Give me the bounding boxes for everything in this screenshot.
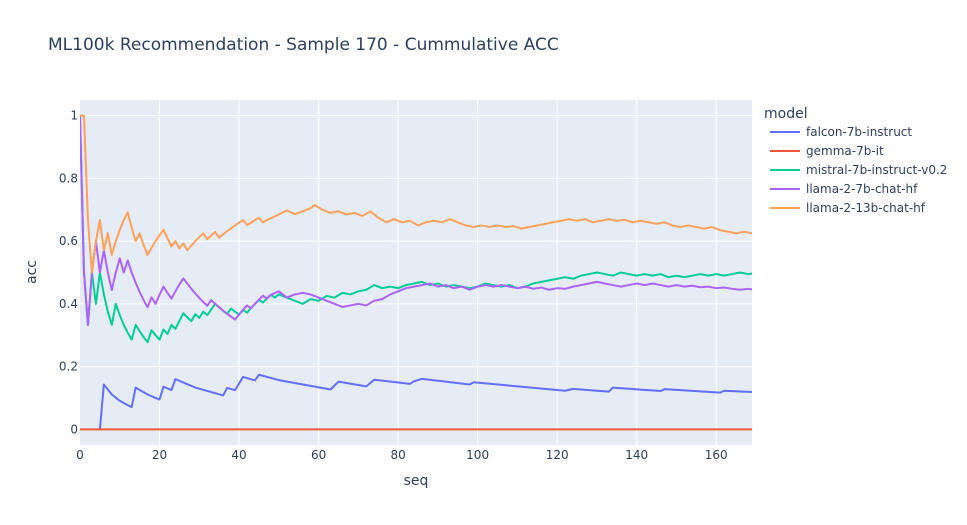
y-tick-label-1: 0.2: [59, 360, 78, 374]
x-tick-labels: 0 20 40 60 80 100 120 140 160: [76, 448, 727, 462]
series-line-llama-2-7b-chat-hf: [80, 115, 752, 326]
x-tick-label-2: 40: [231, 448, 246, 462]
x-tick-label-0: 0: [76, 448, 84, 462]
legend-item-gemma-7b-it[interactable]: gemma-7b-it: [806, 144, 884, 158]
legend-item-mistral-7b-instruct-v0.2[interactable]: mistral-7b-instruct-v0.2: [806, 163, 947, 177]
grid: [80, 100, 752, 445]
x-tick-label-6: 120: [546, 448, 569, 462]
x-tick-label-4: 80: [390, 448, 405, 462]
chart-title: ML100k Recommendation - Sample 170 - Cum…: [48, 35, 559, 55]
legend-item-llama-2-13b-chat-hf[interactable]: llama-2-13b-chat-hf: [806, 201, 926, 215]
y-tick-labels: 0 0.2 0.4 0.6 0.8 1: [59, 109, 78, 437]
x-tick-label-5: 100: [466, 448, 489, 462]
y-tick-label-5: 1: [70, 109, 78, 123]
legend-item-falcon-7b-instruct[interactable]: falcon-7b-instruct: [806, 125, 912, 139]
x-tick-label-7: 140: [625, 448, 648, 462]
x-tick-label-3: 60: [311, 448, 326, 462]
x-tick-label-8: 160: [705, 448, 728, 462]
series-line-mistral-7b-instruct-v0.2: [80, 115, 752, 344]
legend-title: model: [764, 106, 808, 122]
y-tick-label-3: 0.6: [59, 234, 78, 248]
plot-background: [80, 100, 752, 445]
series-line-falcon-7b-instruct: [98, 373, 752, 430]
y-tick-label-0: 0: [70, 422, 78, 436]
y-axis-title: acc: [24, 260, 40, 284]
series-lines: [80, 114, 752, 431]
legend-item-llama-2-7b-chat-hf[interactable]: llama-2-7b-chat-hf: [806, 182, 918, 196]
legend: model falcon-7b-instruct gemma-7b-it mistr…: [764, 106, 947, 215]
y-tick-label-4: 0.8: [59, 171, 78, 185]
y-tick-label-2: 0.4: [59, 297, 78, 311]
series-line-llama-2-13b-chat-hf: [80, 114, 752, 274]
x-tick-label-1: 20: [152, 448, 167, 462]
x-axis-title: seq: [404, 473, 429, 489]
